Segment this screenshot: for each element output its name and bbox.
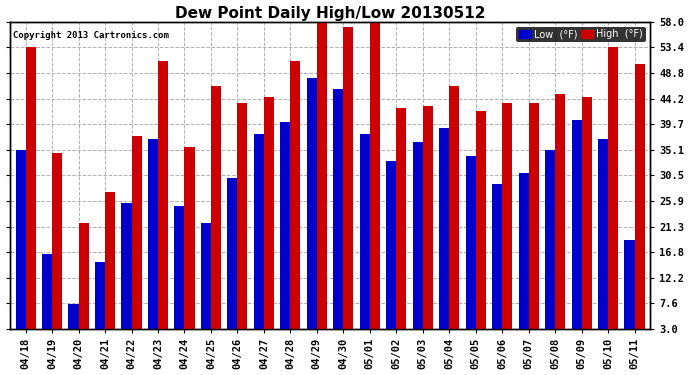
Bar	[105, 192, 115, 329]
Bar	[317, 22, 327, 329]
Bar	[254, 134, 264, 329]
Bar	[184, 147, 195, 329]
Bar	[132, 136, 141, 329]
Bar	[95, 262, 105, 329]
Bar	[16, 150, 26, 329]
Bar	[52, 153, 62, 329]
Bar	[396, 108, 406, 329]
Bar	[598, 139, 608, 329]
Bar	[79, 223, 88, 329]
Bar	[370, 22, 380, 329]
Bar	[571, 120, 582, 329]
Bar	[42, 254, 52, 329]
Bar	[227, 178, 237, 329]
Bar	[582, 97, 591, 329]
Bar	[158, 61, 168, 329]
Bar	[545, 150, 555, 329]
Bar	[502, 103, 512, 329]
Bar	[466, 156, 475, 329]
Bar	[121, 203, 132, 329]
Bar	[211, 86, 221, 329]
Bar	[635, 64, 644, 329]
Bar	[290, 61, 300, 329]
Bar	[439, 128, 449, 329]
Bar	[386, 162, 396, 329]
Bar	[175, 206, 184, 329]
Bar	[359, 134, 370, 329]
Bar	[624, 240, 635, 329]
Bar	[333, 89, 344, 329]
Bar	[148, 139, 158, 329]
Title: Dew Point Daily High/Low 20130512: Dew Point Daily High/Low 20130512	[175, 6, 485, 21]
Bar	[423, 106, 433, 329]
Bar	[413, 142, 423, 329]
Bar	[307, 78, 317, 329]
Bar	[26, 47, 36, 329]
Bar	[475, 111, 486, 329]
Bar	[264, 97, 274, 329]
Text: Copyright 2013 Cartronics.com: Copyright 2013 Cartronics.com	[13, 31, 169, 40]
Bar	[237, 103, 248, 329]
Bar	[449, 86, 460, 329]
Bar	[492, 184, 502, 329]
Bar	[608, 47, 618, 329]
Bar	[201, 223, 211, 329]
Bar	[280, 122, 290, 329]
Bar	[519, 172, 529, 329]
Bar	[555, 94, 565, 329]
Legend: Low  (°F), High  (°F): Low (°F), High (°F)	[516, 27, 646, 42]
Bar	[529, 103, 539, 329]
Bar	[344, 27, 353, 329]
Bar	[68, 304, 79, 329]
